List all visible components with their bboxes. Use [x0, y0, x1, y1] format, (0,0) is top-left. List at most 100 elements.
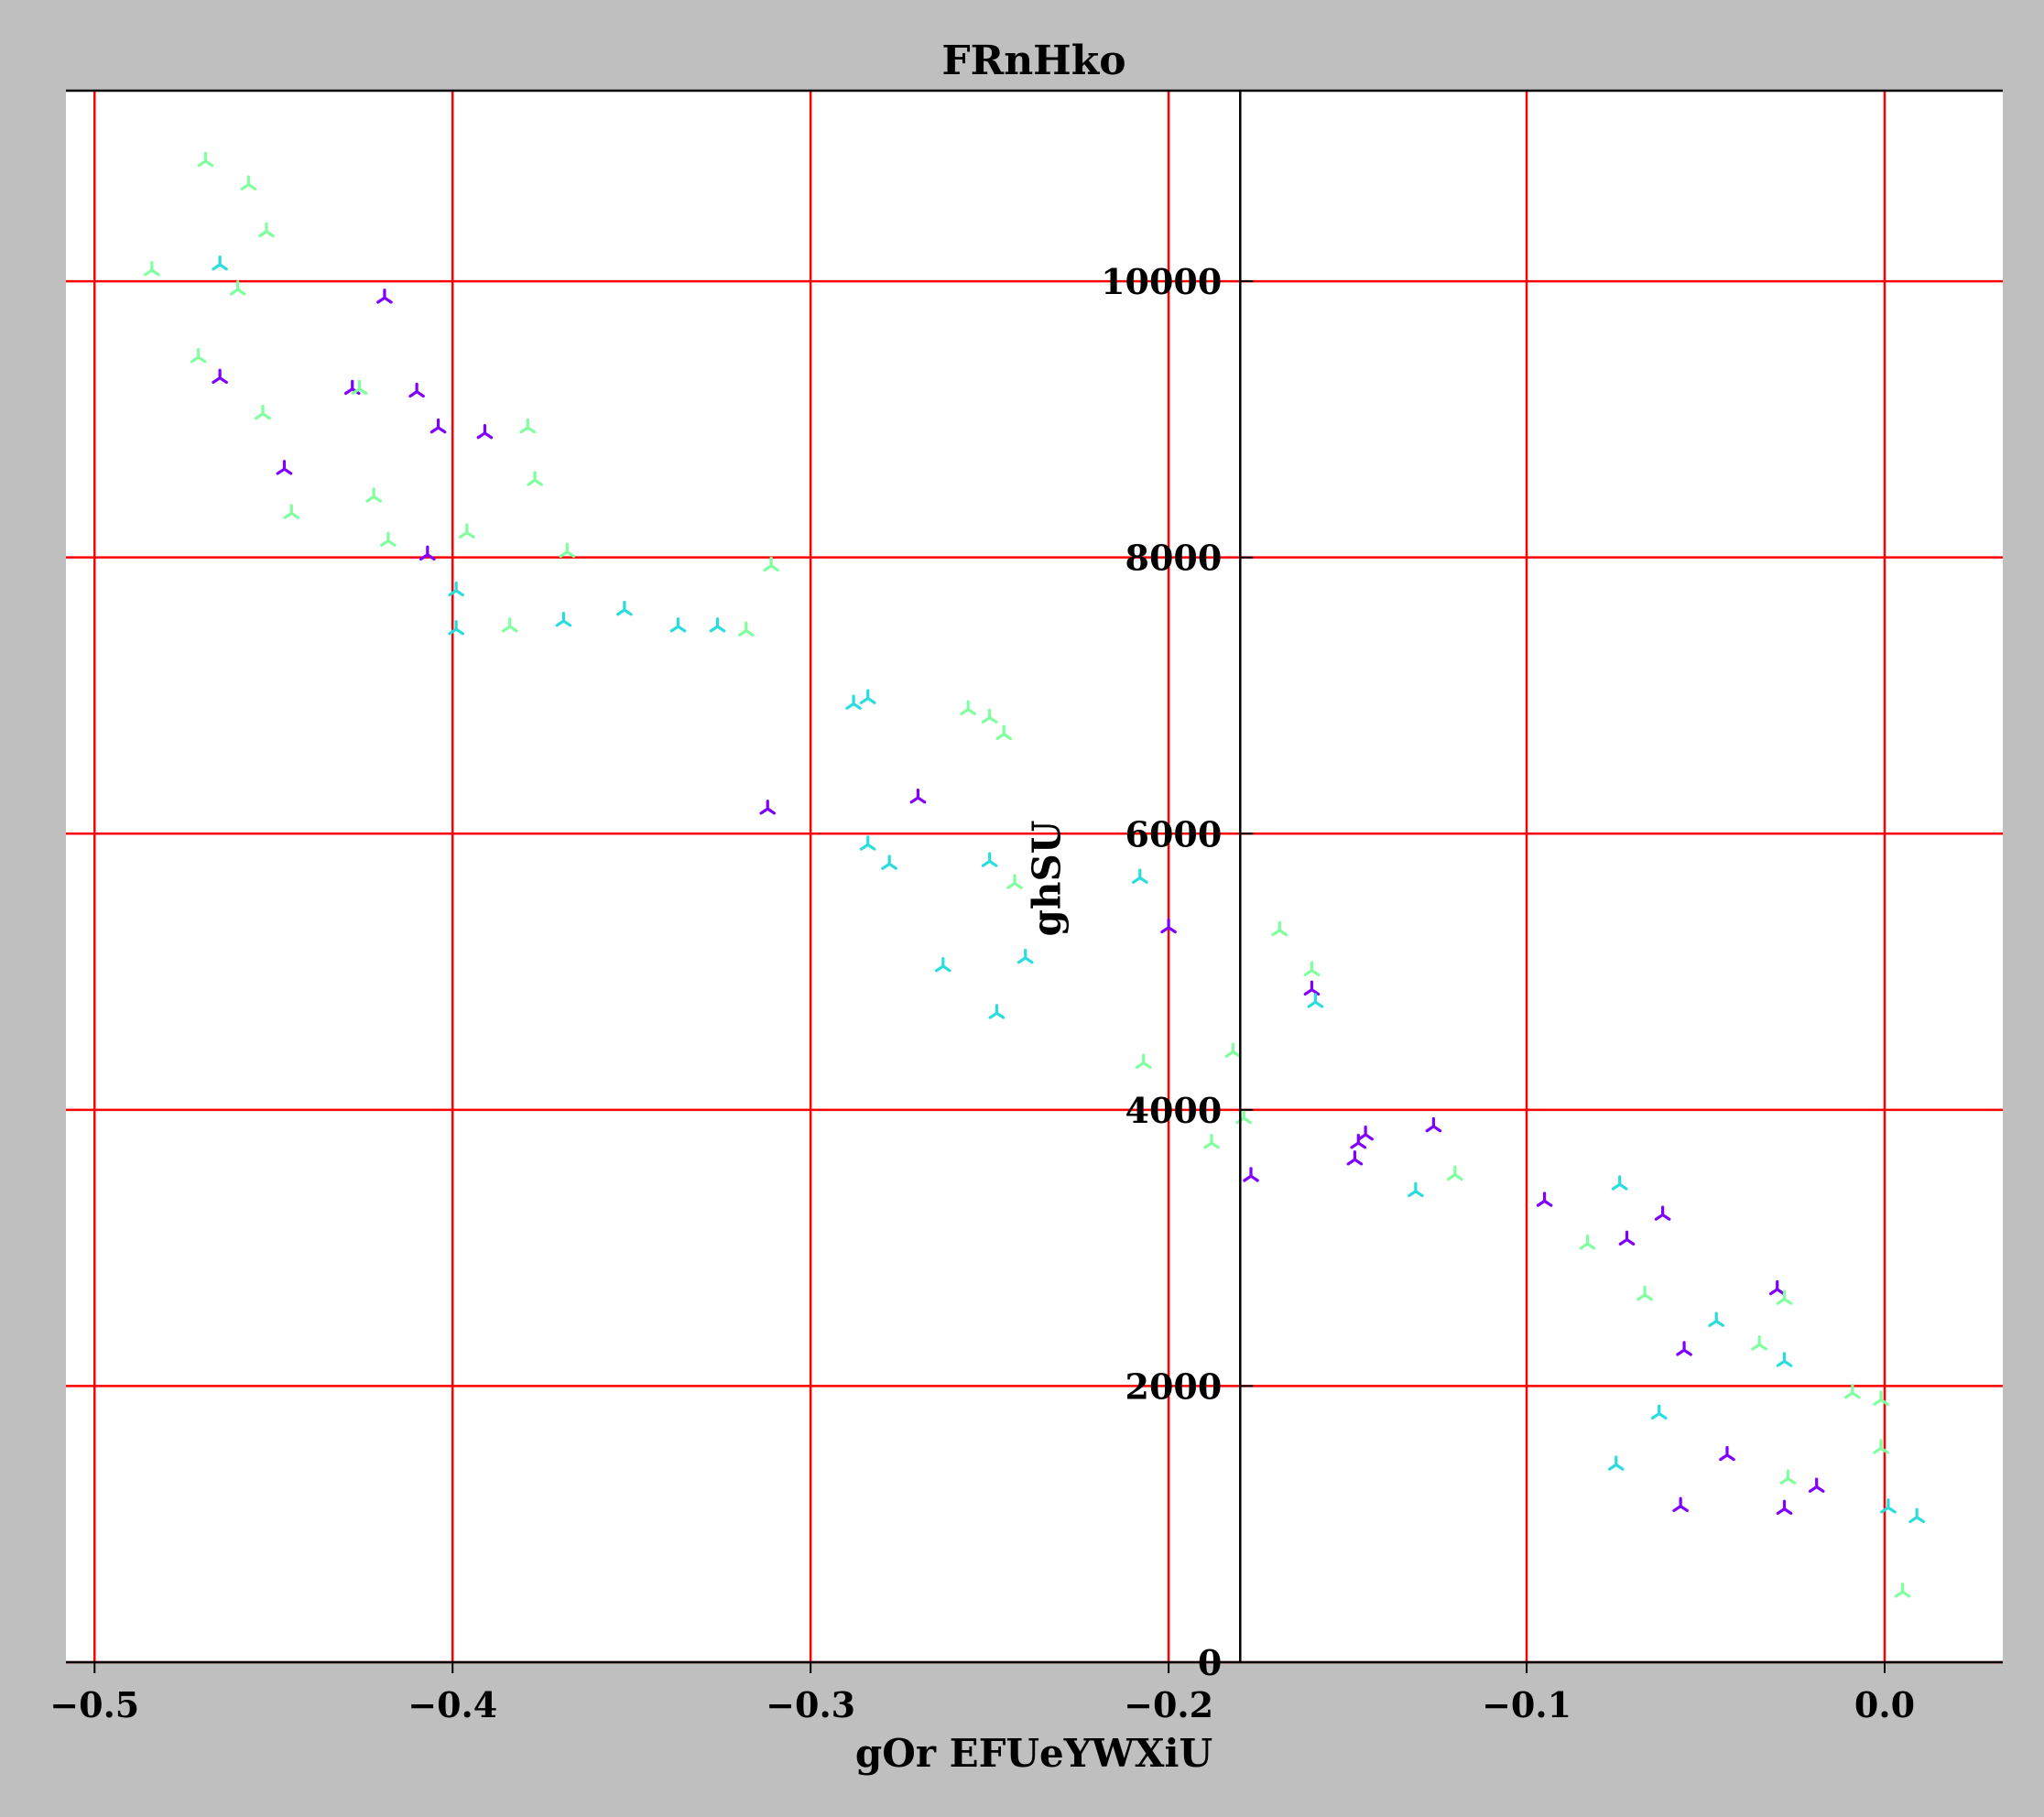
- data-point: [419, 545, 436, 561]
- data-point: [229, 280, 246, 296]
- x-tick-label: −0.4: [408, 1684, 497, 1725]
- data-point: [448, 620, 464, 636]
- data-point: [1873, 1439, 1889, 1454]
- data-point: [1607, 1455, 1625, 1471]
- data-point: [501, 617, 518, 633]
- data-point: [935, 957, 951, 973]
- data-point: [459, 523, 475, 539]
- data-point: [1611, 1175, 1628, 1191]
- data-point: [448, 581, 464, 597]
- data-point: [1408, 1181, 1424, 1198]
- x-tick-label: −0.2: [1124, 1684, 1213, 1725]
- data-point: [995, 724, 1013, 741]
- data-point: [1844, 1383, 1861, 1399]
- data-point: [283, 504, 300, 519]
- data-point: [276, 460, 293, 475]
- data-point: [519, 418, 537, 434]
- data-point: [981, 708, 998, 724]
- data-point: [559, 542, 576, 559]
- data-point: [763, 556, 779, 572]
- data-point: [197, 151, 214, 168]
- y-axis-label: ghSU: [1024, 821, 1069, 937]
- data-point: [212, 255, 228, 271]
- data-point: [881, 854, 897, 870]
- data-point: [981, 852, 998, 867]
- data-point: [1243, 1167, 1259, 1182]
- data-point: [1776, 1289, 1793, 1305]
- data-point: [669, 617, 687, 633]
- data-point: [1908, 1507, 1925, 1524]
- data-point: [1618, 1230, 1636, 1246]
- data-point: [429, 418, 447, 434]
- tick-labels: −0.5 −0.4 −0.3 −0.2 −0.1 0.0 0 2000 4000 6000 8000…: [49, 261, 1915, 1725]
- data-point: [1271, 920, 1288, 937]
- data-point: [240, 175, 257, 190]
- tick-marks: [93, 280, 1886, 1673]
- data-point: [1135, 1053, 1152, 1069]
- data-point: [365, 487, 383, 503]
- data-point: [351, 379, 368, 396]
- data-point: [190, 348, 207, 364]
- y-tick-label: 0: [1198, 1642, 1222, 1683]
- data-point: [380, 531, 397, 547]
- data-point: [1224, 1042, 1242, 1058]
- data-point: [1650, 1404, 1668, 1420]
- data-point: [737, 621, 755, 636]
- data-point: [960, 700, 976, 715]
- data-point: [376, 288, 393, 304]
- data-point: [555, 612, 572, 627]
- x-axis-label: gOr EFUeYWXiU: [855, 1731, 1212, 1776]
- vertical-gridlines: [93, 91, 1886, 1662]
- data-point: [1357, 1125, 1374, 1141]
- data-point: [909, 789, 927, 804]
- data-point: [1447, 1165, 1463, 1181]
- data-point: [845, 694, 862, 710]
- data-point: [1880, 1498, 1897, 1514]
- x-tick-label: −0.5: [49, 1684, 139, 1725]
- data-point: [859, 689, 876, 704]
- data-point: [1708, 1311, 1725, 1327]
- data-point: [1425, 1116, 1442, 1133]
- data-point: [1873, 1390, 1889, 1406]
- data-point: [258, 222, 275, 238]
- data-point: [1132, 868, 1148, 884]
- y-tick-label: 4000: [1125, 1090, 1223, 1131]
- data-point: [1894, 1583, 1911, 1598]
- data-point: [988, 1004, 1006, 1019]
- y-tick-label: 10000: [1101, 261, 1222, 302]
- data-point: [1654, 1205, 1671, 1221]
- data-points: [144, 151, 1925, 1598]
- data-point: [616, 600, 633, 616]
- x-tick-label: −0.1: [1482, 1684, 1571, 1725]
- data-point: [255, 404, 271, 420]
- y-tick-label: 2000: [1125, 1365, 1223, 1407]
- data-point: [1307, 993, 1324, 1008]
- plot-area: [66, 91, 2003, 1662]
- data-point: [1808, 1477, 1825, 1493]
- data-point: [1203, 1134, 1220, 1149]
- data-point: [1779, 1469, 1797, 1485]
- data-point: [1579, 1235, 1596, 1250]
- data-point: [408, 382, 425, 398]
- data-point: [1303, 961, 1321, 976]
- data-point: [1303, 980, 1321, 996]
- data-point: [1676, 1341, 1692, 1356]
- data-point: [1636, 1285, 1653, 1301]
- data-point: [212, 368, 228, 385]
- x-tick-label: −0.3: [766, 1684, 855, 1725]
- data-point: [1672, 1496, 1689, 1513]
- data-point: [527, 471, 543, 486]
- data-point: [859, 835, 876, 851]
- data-point: [1751, 1335, 1767, 1351]
- y-tick-label: 6000: [1125, 813, 1223, 854]
- data-point: [1006, 874, 1023, 889]
- data-point: [1768, 1279, 1786, 1296]
- axes: [66, 89, 2003, 1664]
- data-point: [1017, 948, 1034, 964]
- data-point: [1776, 1499, 1793, 1516]
- data-point: [1160, 918, 1177, 934]
- x-tick-label: 0.0: [1854, 1684, 1915, 1725]
- data-point: [709, 617, 726, 633]
- data-point: [759, 800, 777, 815]
